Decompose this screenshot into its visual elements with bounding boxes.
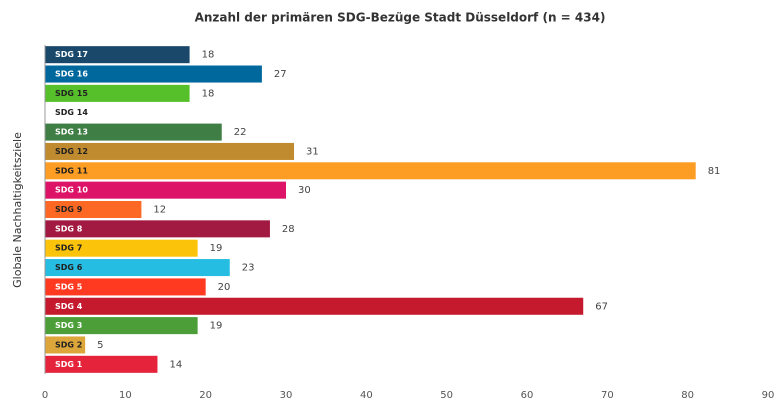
- bar: [45, 239, 198, 257]
- category-label: SDG 15: [55, 89, 88, 98]
- bar: [45, 336, 86, 354]
- category-label: SDG 14: [55, 108, 88, 117]
- y-axis-label: Globale Nachhaltigkeitsziele: [11, 132, 24, 288]
- bar: [45, 200, 142, 219]
- bar: [45, 220, 270, 238]
- category-label: SDG 9: [55, 205, 83, 214]
- x-tick-label: 90: [762, 390, 775, 401]
- category-label: SDG 5: [55, 282, 83, 291]
- bar: [45, 123, 222, 141]
- x-tick-label: 70: [601, 390, 614, 401]
- category-label: SDG 3: [55, 321, 82, 330]
- x-tick-label: 10: [119, 390, 132, 401]
- value-label: 67: [595, 301, 608, 312]
- bar: [45, 65, 262, 83]
- category-label: SDG 16: [55, 70, 88, 79]
- x-tick-label: 60: [521, 390, 534, 401]
- category-label: SDG 7: [55, 244, 82, 253]
- value-label: 22: [234, 127, 247, 138]
- value-label: 31: [306, 146, 319, 157]
- bar: [45, 162, 696, 180]
- value-label: 20: [218, 282, 231, 293]
- category-label: SDG 10: [55, 186, 88, 195]
- category-label: SDG 1: [55, 360, 83, 369]
- value-label: 28: [282, 224, 295, 235]
- bar: [45, 317, 198, 335]
- bar: [45, 46, 190, 64]
- value-label: 19: [210, 243, 223, 254]
- category-label: SDG 6: [55, 263, 83, 272]
- value-label: 30: [298, 185, 311, 196]
- x-tick-label: 50: [440, 390, 453, 401]
- value-label: 19: [210, 321, 223, 332]
- value-label: 12: [153, 205, 166, 216]
- value-label: 14: [169, 359, 182, 370]
- category-label: SDG 17: [55, 50, 88, 59]
- x-tick-label: 20: [199, 390, 212, 401]
- bar: [45, 297, 584, 315]
- bar: [45, 142, 295, 160]
- value-label: 18: [202, 88, 215, 99]
- bar: [45, 259, 230, 277]
- value-label: 81: [708, 166, 721, 177]
- x-tick-label: 30: [280, 390, 293, 401]
- category-label: SDG 2: [55, 340, 82, 349]
- x-tick-label: 0: [42, 390, 48, 401]
- value-label: 18: [202, 50, 215, 61]
- category-label: SDG 11: [55, 166, 88, 175]
- category-label: SDG 12: [55, 147, 88, 156]
- category-label: SDG 8: [55, 224, 83, 233]
- category-label: SDG 4: [55, 302, 83, 311]
- bar: [45, 84, 190, 102]
- category-label: SDG 13: [55, 128, 88, 137]
- value-label: 23: [242, 263, 255, 274]
- x-tick-label: 80: [681, 390, 694, 401]
- value-label: 27: [274, 69, 287, 80]
- x-tick-label: 40: [360, 390, 373, 401]
- value-label: 5: [97, 340, 103, 351]
- chart-title: Anzahl der primären SDG-Bezüge Stadt Düs…: [195, 11, 606, 25]
- bar: [45, 181, 286, 199]
- bar: [45, 355, 158, 373]
- bar: [45, 278, 206, 296]
